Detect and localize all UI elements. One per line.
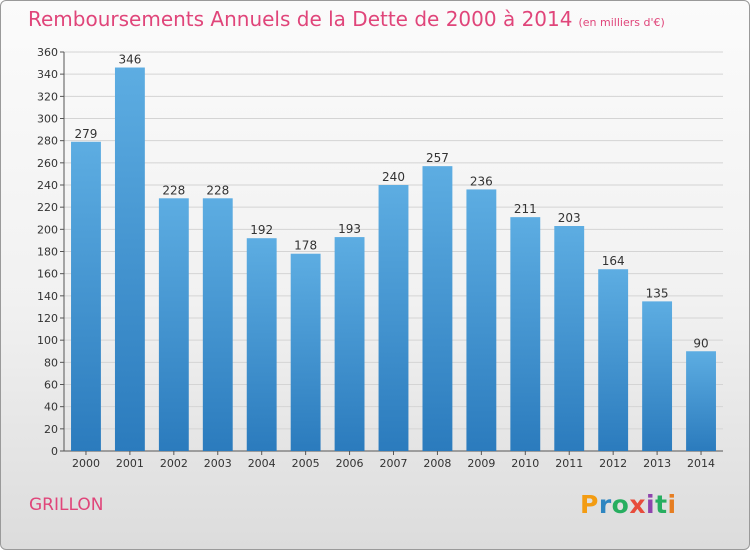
chart-unit: (en milliers d'€) <box>578 16 665 29</box>
bar <box>466 189 497 451</box>
data-label: 211 <box>514 202 537 216</box>
data-label: 90 <box>693 336 708 350</box>
data-label: 228 <box>206 183 229 197</box>
bar <box>202 198 233 451</box>
y-tick-label: 40 <box>44 401 58 414</box>
data-label: 135 <box>646 286 669 300</box>
y-tick-label: 20 <box>44 423 58 436</box>
y-tick-label: 200 <box>37 223 58 236</box>
bar <box>598 269 629 451</box>
data-label: 236 <box>470 174 493 188</box>
chart-title-text: Remboursements Annuels de la Dette de 20… <box>28 7 573 31</box>
y-tick-label: 280 <box>37 135 58 148</box>
data-label: 193 <box>338 222 361 236</box>
y-tick-label: 320 <box>37 90 58 103</box>
chart-title: Remboursements Annuels de la Dette de 20… <box>28 7 665 31</box>
x-tick-label: 2008 <box>423 457 451 470</box>
data-label: 164 <box>602 254 625 268</box>
x-tick-label: 2009 <box>467 457 495 470</box>
data-label: 178 <box>294 239 317 253</box>
y-tick-label: 140 <box>37 290 58 303</box>
y-tick-label: 180 <box>37 246 58 259</box>
x-tick-label: 2010 <box>511 457 539 470</box>
commune-name: GRILLON <box>29 495 104 515</box>
y-tick-label: 60 <box>44 379 58 392</box>
logo-letter: i <box>646 490 656 519</box>
data-label: 257 <box>426 151 449 165</box>
bar <box>158 198 189 451</box>
y-tick-label: 80 <box>44 356 58 369</box>
y-tick-label: 260 <box>37 157 58 170</box>
logo-letter: r <box>598 490 612 519</box>
bar <box>290 253 321 451</box>
data-label: 228 <box>162 183 185 197</box>
logo-letter: t <box>655 490 668 519</box>
x-tick-label: 2012 <box>599 457 627 470</box>
bar <box>422 166 453 452</box>
bar <box>686 351 716 451</box>
x-tick-label: 2014 <box>687 457 715 470</box>
x-tick-label: 2003 <box>204 457 232 470</box>
x-tick-label: 2005 <box>292 457 320 470</box>
bar <box>114 67 145 452</box>
data-label: 192 <box>250 223 273 237</box>
y-tick-label: 0 <box>51 445 58 458</box>
bar <box>378 185 409 451</box>
bar <box>510 217 541 451</box>
x-tick-label: 2004 <box>248 457 276 470</box>
y-tick-label: 160 <box>37 268 58 281</box>
y-tick-label: 120 <box>37 312 58 325</box>
y-tick-label: 300 <box>37 113 58 126</box>
bar <box>246 238 277 451</box>
x-tick-label: 2013 <box>643 457 671 470</box>
x-tick-label: 2006 <box>336 457 364 470</box>
x-tick-label: 2000 <box>72 457 100 470</box>
data-label: 203 <box>558 211 581 225</box>
bars: 279 346 228 228 192 178 193 240 257 236 211 203 164 1… <box>71 53 716 452</box>
bar <box>334 237 365 451</box>
data-label: 279 <box>75 127 98 141</box>
y-tick-label: 240 <box>37 179 58 192</box>
logo-letter: P <box>580 490 599 519</box>
data-label: 346 <box>118 53 141 67</box>
x-tick-label: 2011 <box>555 457 583 470</box>
x-tick-label: 2007 <box>380 457 408 470</box>
data-label: 240 <box>382 170 405 184</box>
bar <box>554 226 585 451</box>
y-tick-label: 100 <box>37 334 58 347</box>
bar <box>642 301 673 451</box>
y-tick-label: 360 <box>37 46 58 59</box>
bar <box>71 141 101 451</box>
logo-letter: x <box>629 490 646 519</box>
y-tick-label: 340 <box>37 68 58 81</box>
logo-letter: o <box>611 490 630 519</box>
x-tick-label: 2002 <box>160 457 188 470</box>
proxiti-logo: Proxiti <box>580 490 677 519</box>
y-tick-label: 220 <box>37 201 58 214</box>
logo-letter: i <box>667 490 677 519</box>
x-tick-label: 2001 <box>116 457 144 470</box>
